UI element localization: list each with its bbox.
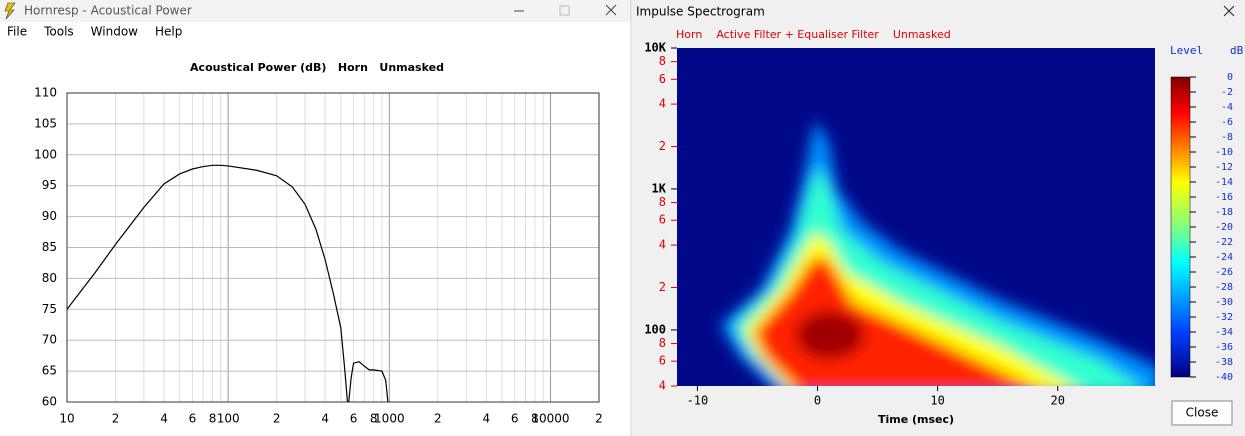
colorbar-label: Level <box>1170 44 1203 57</box>
title-bar <box>0 0 631 22</box>
colorbar-tick-label: -24 <box>1215 252 1233 263</box>
colorbar-tick-label: -18 <box>1215 207 1233 218</box>
x-tick-label: 2 <box>434 412 442 426</box>
colorbar <box>1170 76 1191 378</box>
y-tick-label: 75 <box>42 302 57 316</box>
x-tick-label: 8 <box>370 412 378 426</box>
button-label[interactable]: Close <box>1186 406 1219 420</box>
y-tick-label: 60 <box>42 395 57 409</box>
x-tick-label: 8 <box>531 412 539 426</box>
menu-item[interactable]: File <box>7 25 27 39</box>
y-tick-label: 100 <box>34 147 57 161</box>
x-tick-label: 6 <box>511 412 519 426</box>
y-tick-label: 85 <box>42 240 57 254</box>
y-tick-label: 70 <box>42 333 57 347</box>
x-tick-label: 20 <box>1050 394 1064 408</box>
colorbar-tick-label: -12 <box>1215 162 1233 173</box>
colorbar-tick-label: -40 <box>1215 372 1233 383</box>
colorbar-tick-label: -2 <box>1221 87 1233 98</box>
y-tick-label: 2 <box>659 139 666 153</box>
y-tick-label: 90 <box>42 209 57 223</box>
close-button[interactable] <box>605 4 617 16</box>
x-tick-label: 100 <box>217 412 240 426</box>
y-tick-label: 8 <box>659 336 666 350</box>
app-icon <box>4 2 16 20</box>
close-dialog-button[interactable] <box>1171 400 1233 426</box>
x-tick-label: 10 <box>930 394 944 408</box>
colorbar-tick-label: -16 <box>1215 192 1233 203</box>
colorbar-tick-label: -30 <box>1215 297 1233 308</box>
y-tick-label: 4 <box>659 379 666 393</box>
colorbar-tick-label: -8 <box>1221 132 1233 143</box>
x-tick-label: -10 <box>687 394 709 408</box>
y-tick-label: 8 <box>659 195 666 209</box>
x-tick-label: 2 <box>112 412 120 426</box>
menu-item[interactable]: Tools <box>43 25 74 39</box>
x-tick-label: 6 <box>189 412 197 426</box>
x-tick-label: 1000 <box>374 412 405 426</box>
y-tick-label: 4 <box>659 97 666 111</box>
y-tick-label: 4 <box>659 238 666 252</box>
window-title: Impulse Spectrogram <box>636 5 765 19</box>
x-tick-label: 4 <box>160 412 168 426</box>
y-tick-label: 100 <box>644 322 666 336</box>
subtitle: Active Filter + Equaliser Filter <box>716 28 879 41</box>
maximize-button[interactable] <box>559 5 570 16</box>
y-tick-label: 6 <box>659 72 666 86</box>
x-tick-label: 10000 <box>531 412 569 426</box>
colorbar-tick-label: -34 <box>1215 327 1233 338</box>
x-tick-label: 0 <box>814 394 821 408</box>
x-axis-label: Time (msec) <box>878 413 954 426</box>
colorbar-tick-label: 0 <box>1227 72 1233 83</box>
colorbar-unit: dB <box>1230 44 1244 57</box>
close-button[interactable] <box>1223 5 1235 17</box>
y-tick-label: 6 <box>659 213 666 227</box>
y-tick-label: 95 <box>42 178 57 192</box>
y-tick-label: 6 <box>659 354 666 368</box>
colorbar-tick-label: -4 <box>1221 102 1233 113</box>
level-band <box>796 311 864 359</box>
x-tick-label: 2 <box>273 412 281 426</box>
colorbar-tick-label: -22 <box>1215 237 1233 248</box>
subtitles: Horn Active Filter + Equaliser Filter Unma… <box>676 28 951 41</box>
menu-item[interactable]: Help <box>155 25 182 39</box>
y-tick-label: 8 <box>659 54 666 68</box>
colorbar-tick-label: -14 <box>1215 177 1233 188</box>
x-tick-label: 6 <box>350 412 358 426</box>
colorbar-tick-label: -20 <box>1215 222 1233 233</box>
window-title: Hornresp - Acoustical Power <box>24 4 192 18</box>
plot-frame <box>66 92 600 403</box>
x-tick-label: 4 <box>483 412 491 426</box>
y-tick-label: 1K <box>652 181 667 195</box>
y-tick-label: 110 <box>34 86 57 100</box>
colorbar-tick-label: -26 <box>1215 267 1233 278</box>
x-tick-label: 10 <box>59 412 74 426</box>
x-tick-label: 4 <box>321 412 329 426</box>
y-tick-label: 80 <box>42 271 57 285</box>
colorbar-tick-label: -32 <box>1215 312 1233 323</box>
x-tick-label: 8 <box>209 412 217 426</box>
power-curve <box>66 164 389 403</box>
colorbar-tick-label: -38 <box>1215 357 1233 368</box>
subtitle: Unmasked <box>893 28 951 41</box>
x-tick-label: 2 <box>595 412 603 426</box>
y-tick-label: 65 <box>42 364 57 378</box>
y-tick-label: 105 <box>34 116 57 130</box>
spectrogram-image <box>720 120 1155 386</box>
subtitle: Horn <box>676 28 702 41</box>
colorbar-tick-label: -10 <box>1215 147 1233 158</box>
chart-title: Acoustical Power (dB) Horn Unmasked <box>190 61 444 74</box>
colorbar-tick-label: -6 <box>1221 117 1233 128</box>
colorbar-tick-label: -28 <box>1215 282 1233 293</box>
y-tick-label: 2 <box>659 280 666 294</box>
colorbar-tick-label: -36 <box>1215 342 1233 353</box>
menu-bar: File Tools Window Help <box>7 25 182 39</box>
menu-item[interactable]: Window <box>91 25 139 39</box>
y-tick-label: 10K <box>644 41 666 55</box>
